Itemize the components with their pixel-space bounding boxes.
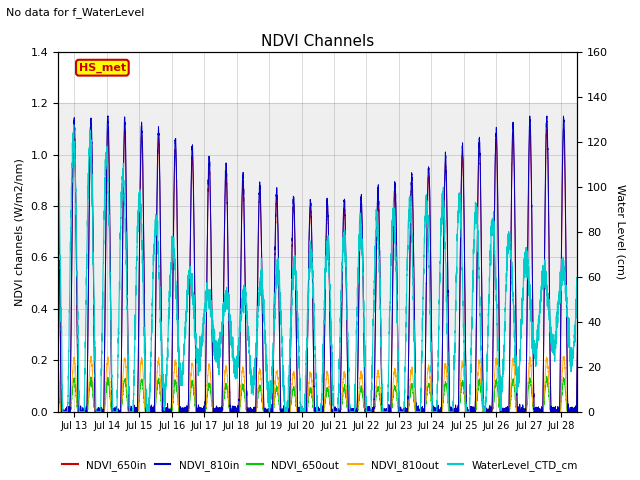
Y-axis label: Water Level (cm): Water Level (cm) (615, 184, 625, 279)
Y-axis label: NDVI channels (W/m2/nm): NDVI channels (W/m2/nm) (15, 158, 25, 306)
Title: NDVI Channels: NDVI Channels (261, 34, 374, 49)
Legend: NDVI_650in, NDVI_810in, NDVI_650out, NDVI_810out, WaterLevel_CTD_cm: NDVI_650in, NDVI_810in, NDVI_650out, NDV… (58, 456, 582, 475)
Bar (58, 103, 577, 335)
Text: No data for f_WaterLevel: No data for f_WaterLevel (6, 7, 145, 18)
Text: HS_met: HS_met (79, 62, 126, 73)
